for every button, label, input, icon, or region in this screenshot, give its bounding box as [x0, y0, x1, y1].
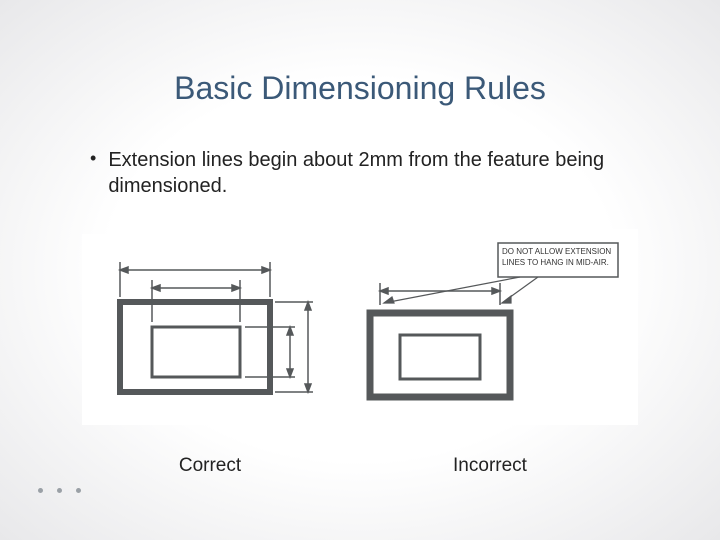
dim-width-outer — [120, 262, 270, 297]
inner-rect — [152, 327, 240, 377]
decorative-dots — [38, 480, 95, 498]
incorrect-diagram: DO NOT ALLOW EXTENSION LINES TO HANG IN … — [342, 229, 638, 425]
callout-line-1: DO NOT ALLOW EXTENSION — [502, 247, 611, 256]
bullet-text: Extension lines begin about 2mm from the… — [108, 147, 660, 199]
dim-width-hanging — [380, 283, 500, 305]
correct-drawing-svg — [90, 242, 330, 412]
slide-title: Basic Dimensioning Rules — [60, 70, 660, 107]
correct-column: Correct — [82, 234, 338, 477]
inner-rect-incorrect — [400, 335, 480, 379]
bullet-marker: • — [90, 147, 96, 170]
incorrect-caption: Incorrect — [453, 455, 527, 477]
diagram-row: Correct — [60, 229, 660, 477]
bullet-item: • Extension lines begin about 2mm from t… — [60, 147, 660, 199]
correct-caption: Correct — [179, 455, 241, 477]
callout-leaders — [384, 277, 538, 303]
callout-line-2: LINES TO HANG IN MID-AIR. — [502, 258, 609, 267]
incorrect-column: DO NOT ALLOW EXTENSION LINES TO HANG IN … — [342, 229, 638, 477]
incorrect-drawing-svg: DO NOT ALLOW EXTENSION LINES TO HANG IN … — [350, 237, 630, 412]
slide: Basic Dimensioning Rules • Extension lin… — [0, 0, 720, 540]
correct-diagram — [82, 234, 338, 425]
outer-rect-incorrect — [370, 313, 510, 397]
dim-height-outer — [275, 302, 313, 392]
